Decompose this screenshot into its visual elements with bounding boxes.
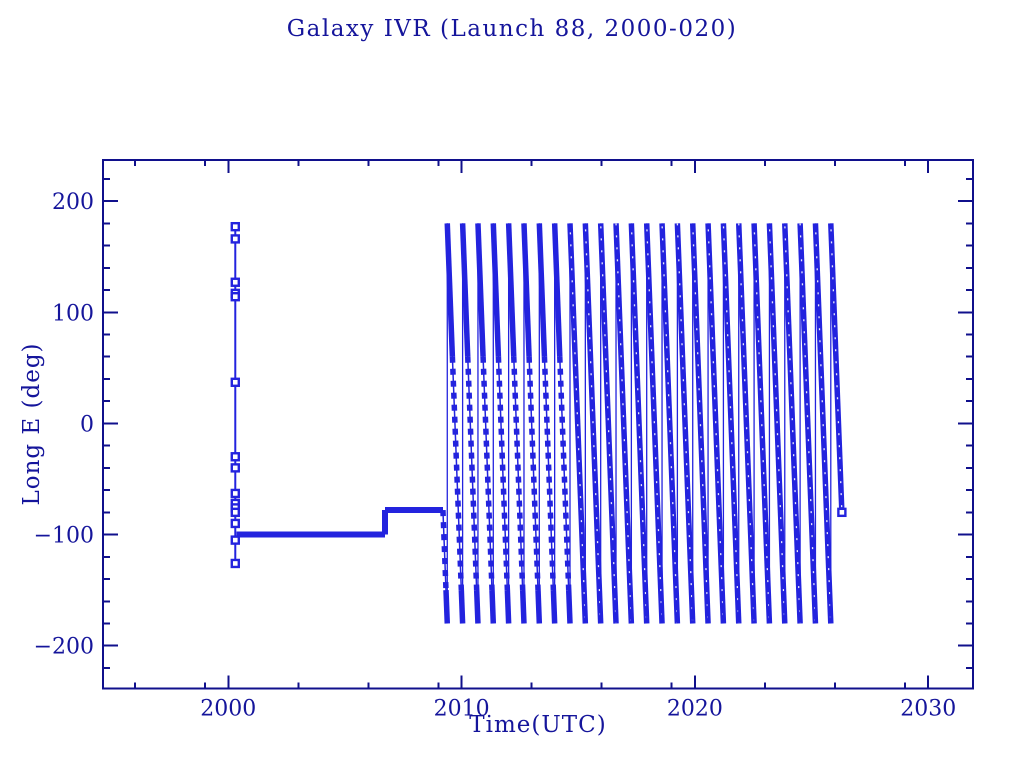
scatter-marker: [230, 558, 240, 569]
scatter-marker: [230, 463, 240, 473]
scatter-marker: [230, 234, 240, 244]
scatter-marker: [230, 221, 240, 232]
scatter-marker: [230, 277, 240, 287]
x-tick-label: 2030: [900, 697, 956, 722]
drift-end-marker: [837, 507, 847, 518]
x-tick-label: 2000: [200, 697, 256, 722]
x-axis-label: Time(UTC): [469, 712, 607, 738]
scatter-marker: [230, 292, 240, 302]
axis-ticks: [103, 160, 973, 689]
scatter-marker: [230, 452, 240, 462]
stationkeeping-series: [236, 507, 443, 538]
scatter-marker: [230, 518, 240, 529]
x-tick-label: 2010: [434, 697, 490, 722]
initial-scatter-series: [230, 221, 240, 569]
chart-title: Galaxy IVR (Launch 88, 2000-020): [286, 16, 738, 42]
y-tick-label: −100: [34, 524, 94, 549]
scatter-marker: [230, 488, 240, 499]
y-tick-label: −200: [34, 635, 94, 660]
scatter-marker: [230, 535, 240, 545]
scatter-marker: [230, 507, 240, 518]
y-axis-label: Long E (deg): [19, 342, 45, 506]
y-tick-label: 0: [80, 412, 94, 437]
y-tick-label: 100: [52, 301, 94, 326]
y-tick-label: 200: [52, 190, 94, 215]
scatter-marker: [230, 377, 240, 387]
x-tick-label: 2020: [667, 697, 723, 722]
drift-series: [440, 223, 847, 624]
